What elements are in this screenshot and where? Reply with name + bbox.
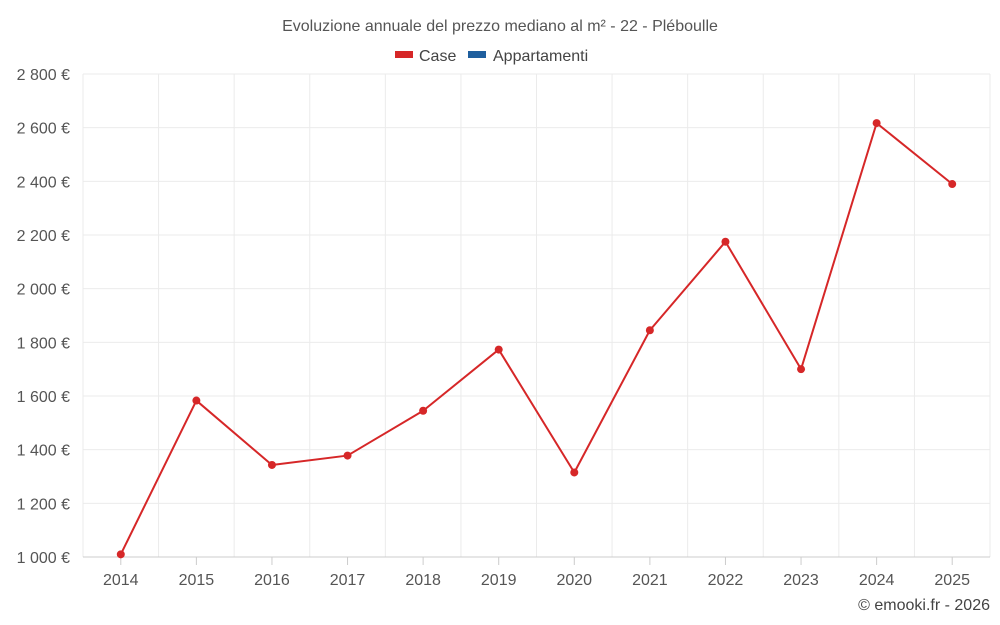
legend-item-case[interactable]: Case	[395, 48, 456, 65]
x-axis: 2014 2015 2016 2017 2018 2019 2020 2021 2022 2023…	[83, 556, 990, 589]
y-tick-label: 2 400 €	[17, 174, 70, 191]
legend: Case Appartamenti	[395, 48, 588, 65]
legend-item-appartamenti[interactable]: Appartamenti	[468, 48, 588, 65]
y-tick-label: 2 800 €	[17, 67, 70, 84]
data-point-case[interactable]	[948, 180, 957, 189]
x-tick-label: 2018	[405, 572, 441, 589]
credit: © emooki.fr - 2026	[858, 597, 990, 614]
x-tick-label: 2022	[708, 572, 744, 589]
data-point-case[interactable]	[494, 345, 503, 354]
y-tick-label: 1 200 €	[17, 496, 70, 513]
y-tick-label: 2 000 €	[17, 282, 70, 299]
data-point-case[interactable]	[721, 237, 730, 246]
x-tick-label: 2016	[254, 572, 290, 589]
x-tick-label: 2023	[783, 572, 819, 589]
y-tick-label: 2 200 €	[17, 228, 70, 245]
data-point-case[interactable]	[267, 460, 276, 469]
legend-swatch-appartamenti	[468, 51, 486, 58]
data-point-case[interactable]	[343, 451, 352, 460]
x-tick-label: 2017	[330, 572, 366, 589]
x-tick-label: 2015	[179, 572, 215, 589]
x-tick-label: 2020	[556, 572, 592, 589]
series-line-case	[119, 122, 953, 555]
data-point-case[interactable]	[419, 406, 428, 415]
data-point-case[interactable]	[192, 396, 201, 405]
x-tick-label: 2021	[632, 572, 668, 589]
data-point-case[interactable]	[116, 550, 125, 559]
x-tick-label: 2019	[481, 572, 517, 589]
y-tick-label: 1 600 €	[17, 389, 70, 406]
series-case	[116, 119, 957, 559]
data-point-case[interactable]	[872, 119, 881, 128]
data-point-case[interactable]	[645, 326, 654, 335]
x-tick-label: 2025	[934, 572, 970, 589]
y-tick-label: 1 400 €	[17, 443, 70, 460]
x-tick-label: 2024	[859, 572, 895, 589]
y-tick-label: 1 800 €	[17, 335, 70, 352]
legend-swatch-case	[395, 51, 413, 58]
grid	[82, 73, 991, 558]
x-tick-label: 2014	[103, 572, 139, 589]
legend-label-case: Case	[419, 48, 456, 65]
y-tick-label: 1 000 €	[17, 550, 70, 567]
y-tick-label: 2 600 €	[17, 121, 70, 138]
data-point-case[interactable]	[570, 468, 579, 477]
legend-label-appartamenti: Appartamenti	[493, 48, 588, 65]
chart-title: Evoluzione annuale del prezzo mediano al…	[282, 18, 718, 35]
data-point-case[interactable]	[797, 365, 806, 374]
y-axis: 1 000 € 1 200 € 1 400 € 1 600 € 1 800 € 2 000…	[17, 67, 70, 567]
